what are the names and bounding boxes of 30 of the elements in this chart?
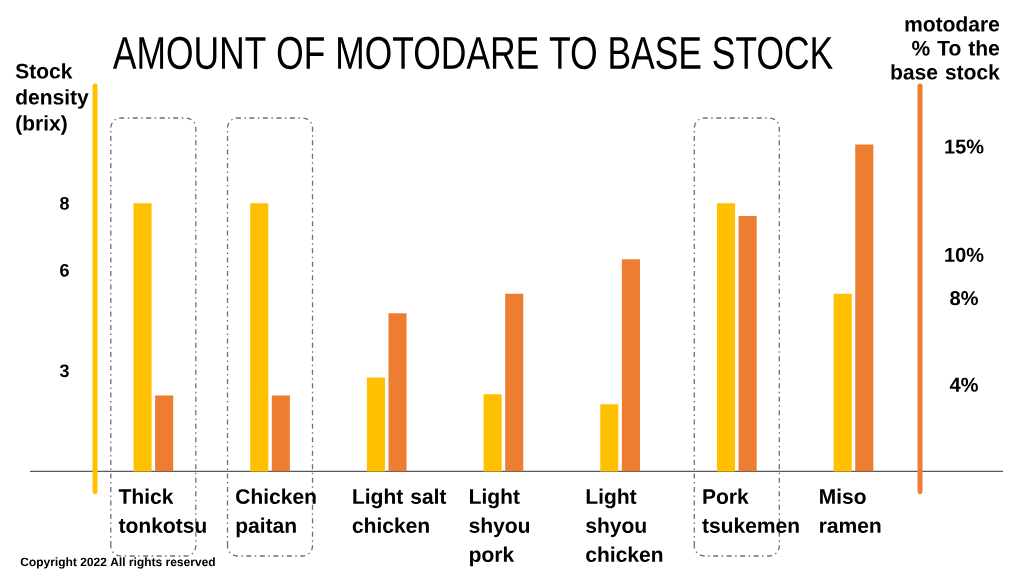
y-tick-label: 3 [59, 364, 69, 378]
y-tick-label: 6 [60, 263, 69, 277]
x-tick-label: Thick tonkotsu [118, 488, 206, 533]
x-tick-label: Light shyou chicken [586, 488, 663, 562]
bar [621, 259, 640, 472]
bar [855, 144, 874, 472]
y2-tick-label: 10% [945, 247, 984, 262]
y2-tick-label: 4% [949, 377, 978, 392]
bar [388, 313, 407, 472]
x-tick-label: Light salt chicken [352, 488, 447, 533]
y-tick-label: 8 [60, 196, 69, 210]
y2-axis-title: motodare % To the base stock [891, 16, 1000, 80]
x-tick-label: Light shyou pork [469, 488, 530, 567]
bar [833, 293, 852, 472]
bar [600, 404, 619, 472]
bar [155, 395, 174, 472]
y-axis-title: Stock density (brix) [15, 63, 89, 135]
x-tick-label: Miso ramen [820, 488, 881, 533]
y2-tick-label: 8% [950, 291, 978, 306]
bar [250, 203, 269, 472]
chart-title: AMOUNT OF MOTODARE TO BASE STOCK [112, 36, 833, 70]
x-tick-label: Chicken paitan [236, 488, 316, 538]
text: Copyright 2022 All rights reserved [20, 557, 215, 569]
bar [133, 203, 152, 472]
bar [271, 395, 290, 472]
bar [366, 377, 385, 472]
y2-tick-label: 15% [945, 139, 984, 154]
x-tick-label: Pork tsukemen [702, 488, 799, 533]
bar [483, 394, 502, 472]
bar [505, 293, 524, 472]
